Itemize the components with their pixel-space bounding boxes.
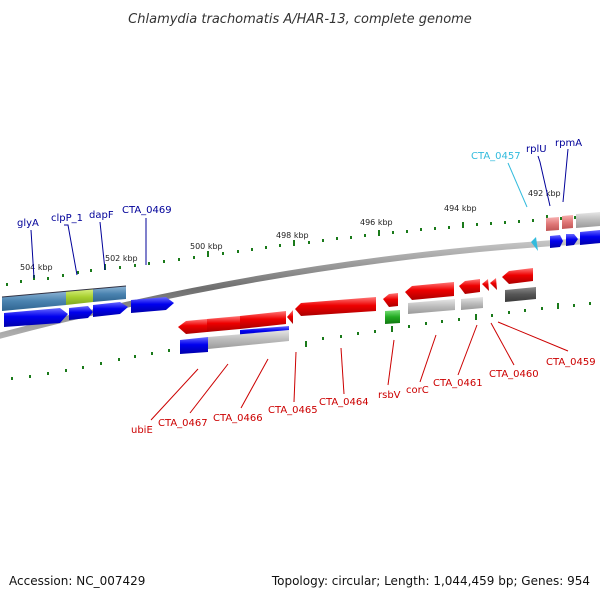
kbp-label: 494 kbp: [444, 204, 477, 213]
kbp-label: 502 kbp: [105, 254, 138, 263]
gene-arrow-CTA_0461[interactable]: [459, 279, 480, 294]
outer-tick-ring: [6, 215, 590, 286]
gene-arrow-CTA_0464[interactable]: [295, 297, 376, 316]
label-rsbV[interactable]: rsbV: [378, 390, 401, 401]
bottom-label-leaders: [150, 321, 569, 421]
label-ubiE[interactable]: ubiE: [131, 425, 153, 436]
label-rplU[interactable]: rplU: [526, 144, 547, 155]
kbp-label: 498 kbp: [276, 231, 309, 240]
label-CTA_0461[interactable]: CTA_0461: [433, 378, 483, 389]
label-CTA_0459[interactable]: CTA_0459: [546, 357, 596, 368]
genome-backbone: [0, 237, 600, 339]
kbp-ruler: 504 kbp 502 kbp 500 kbp 498 kbp 496 kbp …: [20, 189, 561, 272]
label-rpmA[interactable]: rpmA: [555, 138, 582, 149]
kbp-label: 492 kbp: [528, 189, 561, 198]
trna-CTA_0457[interactable]: [531, 237, 538, 251]
gene-arrow-ubiE[interactable]: [180, 337, 208, 354]
cog-feature-track-left: [1, 285, 127, 311]
label-clpP_1[interactable]: clpP_1: [51, 213, 83, 224]
gene-arrow-dapF[interactable]: [93, 302, 128, 317]
kbp-label: 496 kbp: [360, 218, 393, 227]
label-corC[interactable]: corC: [406, 385, 429, 396]
label-glyA[interactable]: glyA: [17, 218, 39, 229]
gene-arrow-CTA_0467[interactable]: [178, 319, 207, 334]
bottom-gene-labels: ubiE CTA_0467 CTA_0466 CTA_0465 CTA_0464…: [131, 357, 596, 436]
top-gene-labels: glyA clpP_1 dapF CTA_0469 CTA_0457 rplU …: [17, 138, 582, 229]
accession-text: Accession: NC_007429: [9, 574, 146, 588]
gene-arrow-CTA_0469[interactable]: [131, 297, 174, 313]
gene-arrow-corC[interactable]: [405, 282, 454, 300]
gene-arrow-rsbV[interactable]: [383, 293, 398, 307]
cog-feature-track-right: [208, 212, 600, 349]
reverse-strand-genes: [178, 268, 533, 334]
label-CTA_0465[interactable]: CTA_0465: [268, 405, 318, 416]
label-CTA_0469[interactable]: CTA_0469: [122, 205, 172, 216]
kbp-label: 500 kbp: [190, 242, 223, 251]
gene-arrow-CTA_0459[interactable]: [502, 268, 533, 284]
gene-arrow-CTA_0465[interactable]: [240, 311, 286, 329]
gene-arrow-CTA_0460[interactable]: [482, 279, 489, 291]
label-CTA_0466[interactable]: CTA_0466: [213, 413, 263, 424]
label-CTA_0464[interactable]: CTA_0464: [319, 397, 369, 408]
gene-arrow-rpmA[interactable]: [566, 234, 578, 246]
gene-arrow-rplU[interactable]: [550, 235, 563, 248]
label-CTA_0467[interactable]: CTA_0467: [158, 418, 208, 429]
map-title: Chlamydia trachomatis A/HAR-13, complete…: [128, 12, 472, 27]
topology-text: Topology: circular; Length: 1,044,459 bp…: [271, 574, 590, 588]
label-CTA_0460[interactable]: CTA_0460: [489, 369, 539, 380]
kbp-label: 504 kbp: [20, 263, 53, 272]
label-CTA_0457[interactable]: CTA_0457: [471, 151, 521, 162]
label-dapF[interactable]: dapF: [89, 210, 114, 221]
gene-arrow-glyA[interactable]: [4, 308, 68, 327]
gene-arrow-clpP_1[interactable]: [69, 306, 93, 320]
top-label-leaders: [30, 148, 569, 279]
